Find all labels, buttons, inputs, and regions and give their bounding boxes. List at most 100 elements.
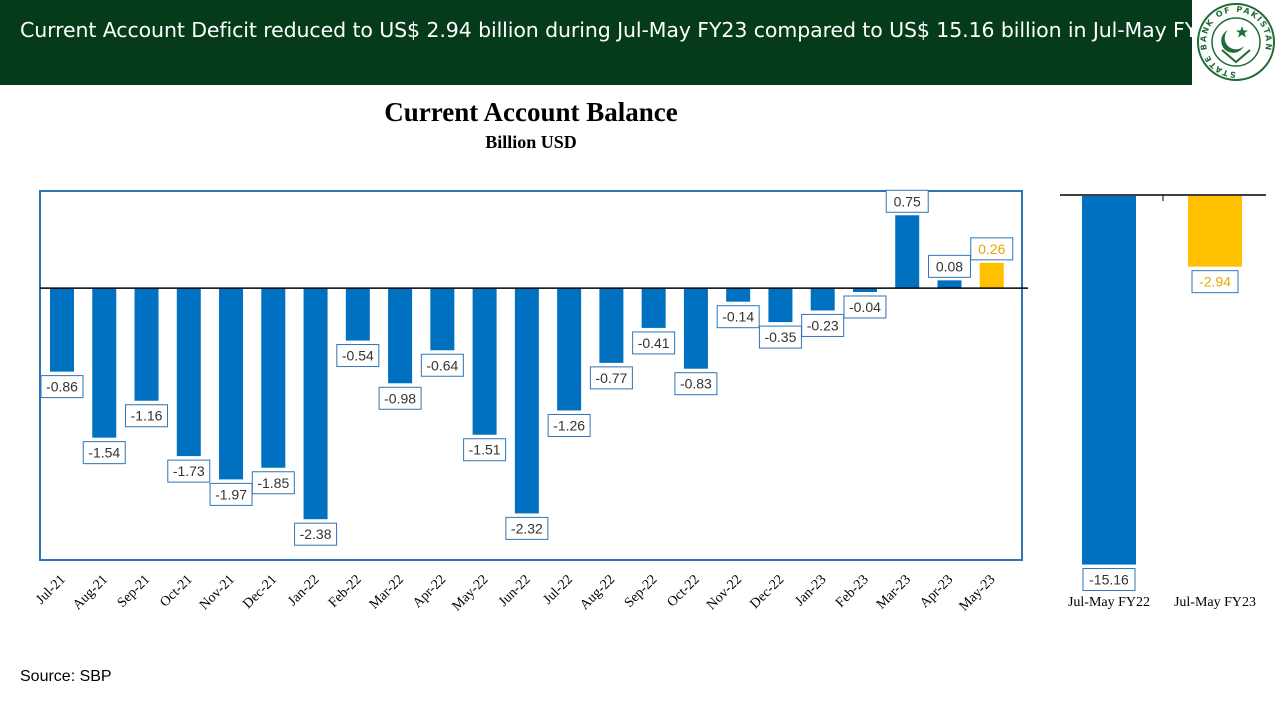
- tick-label-jan-22: Jan-22: [285, 572, 322, 609]
- bar-jan-23: [810, 288, 835, 311]
- data-label-sep-22-box: [632, 331, 676, 355]
- data-label-sep-21: -1.16: [125, 404, 169, 428]
- source-note: Source: SBP: [20, 668, 112, 685]
- tick-label-feb-22: Feb-22: [326, 572, 365, 611]
- data-label-aug-21: -1.54: [82, 441, 126, 465]
- bar-jul-21: [50, 288, 74, 372]
- bar-may-22: [472, 288, 497, 435]
- data-label-aug-22-text: -0.77: [595, 370, 627, 386]
- data-label-oct-21-text: -1.73: [173, 463, 205, 479]
- bar-aug-21: [92, 288, 117, 438]
- cumulative-tick-fy23: Jul-May FY23: [1174, 595, 1256, 610]
- data-label-may-22-text: -1.51: [469, 442, 501, 458]
- data-label-aug-21-box: [82, 441, 126, 465]
- cumulative-label-fy22: -15.16: [1082, 568, 1136, 592]
- data-label-dec-21-text: -1.85: [257, 475, 289, 491]
- data-label-may-23-box: [970, 237, 1014, 261]
- data-label-mar-22-text: -0.98: [384, 390, 416, 406]
- data-label-apr-22-box: [420, 353, 464, 377]
- data-label-apr-23: 0.08: [927, 254, 971, 278]
- data-label-jan-23: -0.23: [801, 313, 845, 337]
- data-label-apr-23-box: [927, 254, 971, 278]
- tick-label-nov-21: Nov-21: [197, 572, 238, 613]
- tick-label-sep-22: Sep-22: [622, 572, 661, 611]
- data-label-jun-22: -2.32: [505, 516, 549, 540]
- data-label-sep-21-box: [125, 404, 169, 428]
- tick-label-nov-22: Nov-22: [704, 572, 745, 613]
- data-label-sep-22: -0.41: [632, 331, 676, 355]
- tick-label-may-23: May-23: [957, 572, 999, 614]
- bar-may-23: [979, 262, 1004, 289]
- bar-feb-22: [345, 288, 370, 341]
- data-label-apr-22: -0.64: [420, 353, 464, 377]
- data-label-jul-21-box: [40, 375, 84, 399]
- data-label-may-22-box: [463, 438, 507, 462]
- tick-label-aug-22: Aug-22: [577, 572, 618, 613]
- bar-feb-23: [852, 288, 877, 292]
- data-label-sep-22-text: -0.41: [638, 335, 670, 351]
- data-label-mar-22-box: [378, 386, 422, 410]
- tick-label-mar-22: Mar-22: [367, 572, 407, 612]
- data-label-dec-22: -0.35: [758, 325, 802, 349]
- plot-frame: [39, 190, 1023, 561]
- tick-label-sep-21: Sep-21: [115, 572, 154, 611]
- data-label-jun-22-text: -2.32: [511, 520, 543, 536]
- bar-nov-21: [219, 288, 244, 480]
- tick-label-dec-21: Dec-21: [240, 572, 280, 612]
- bar-jul-22: [557, 288, 582, 411]
- bar-mar-22: [388, 288, 413, 384]
- bar-nov-22: [726, 288, 751, 302]
- data-label-feb-22: -0.54: [336, 344, 380, 368]
- chart-subtitle: Billion USD: [485, 132, 577, 152]
- bar-apr-23: [937, 280, 962, 289]
- data-label-jan-22-box: [294, 522, 338, 546]
- data-label-dec-21-box: [251, 471, 295, 495]
- data-label-nov-22-text: -0.14: [722, 309, 754, 325]
- headline: Current Account Deficit reduced to US$ 2…: [20, 18, 1230, 42]
- data-label-oct-22-text: -0.83: [680, 376, 712, 392]
- tick-label-jan-23: Jan-23: [793, 572, 830, 609]
- cumulative-label-fy23-box: [1191, 270, 1239, 294]
- data-label-oct-22-box: [674, 372, 718, 396]
- bar-jan-22: [303, 288, 328, 520]
- tick-label-may-22: May-22: [449, 572, 491, 614]
- data-label-feb-23-text: -0.04: [849, 299, 881, 315]
- data-label-mar-22: -0.98: [378, 386, 422, 410]
- data-label-dec-21: -1.85: [251, 471, 295, 495]
- data-label-aug-22: -0.77: [589, 366, 633, 390]
- current-account-chart: Current Account Balance Billion USD -0.86 J…: [33, 97, 1266, 614]
- data-label-mar-23-box: [885, 189, 929, 213]
- tick-label-apr-23: Apr-23: [917, 572, 956, 611]
- bar-sep-21: [134, 288, 159, 401]
- cumulative-label-fy23-text: -2.94: [1199, 274, 1231, 290]
- chart-panel: Current Account Balance Billion USD -0.86 J…: [8, 88, 1272, 712]
- cumulative-bar-fy23: [1188, 196, 1242, 267]
- tick-label-apr-22: Apr-22: [410, 572, 449, 611]
- tick-label-dec-22: Dec-22: [748, 572, 788, 612]
- bar-mar-23: [895, 215, 920, 289]
- data-label-feb-22-text: -0.54: [342, 348, 374, 364]
- cumulative-label-fy22-box: [1082, 568, 1136, 592]
- data-label-may-23: 0.26: [970, 237, 1014, 261]
- data-label-nov-22-box: [716, 305, 760, 329]
- data-label-jan-22-text: -2.38: [300, 526, 332, 542]
- data-label-mar-23-text: 0.75: [894, 193, 921, 209]
- tick-label-aug-21: Aug-21: [70, 572, 111, 613]
- tick-label-oct-22: Oct-22: [665, 572, 703, 610]
- data-label-jan-23-text: -0.23: [807, 317, 839, 333]
- data-label-sep-21-text: -1.16: [131, 408, 163, 424]
- data-label-feb-22-box: [336, 344, 380, 368]
- data-label-nov-22: -0.14: [716, 305, 760, 329]
- bar-oct-22: [683, 288, 708, 369]
- data-label-aug-22-box: [589, 366, 633, 390]
- data-label-oct-21: -1.73: [167, 459, 211, 483]
- bar-oct-21: [176, 288, 201, 457]
- bar-dec-22: [768, 288, 793, 323]
- data-label-dec-22-text: -0.35: [764, 329, 796, 345]
- header-banner: Current Account Deficit reduced to US$ 2…: [0, 0, 1280, 85]
- data-label-jul-22: -1.26: [547, 413, 591, 437]
- data-label-jul-21: -0.86: [40, 375, 84, 399]
- data-label-dec-22-box: [758, 325, 802, 349]
- tick-label-jul-22: Jul-22: [541, 572, 576, 607]
- tick-label-oct-21: Oct-21: [158, 572, 196, 610]
